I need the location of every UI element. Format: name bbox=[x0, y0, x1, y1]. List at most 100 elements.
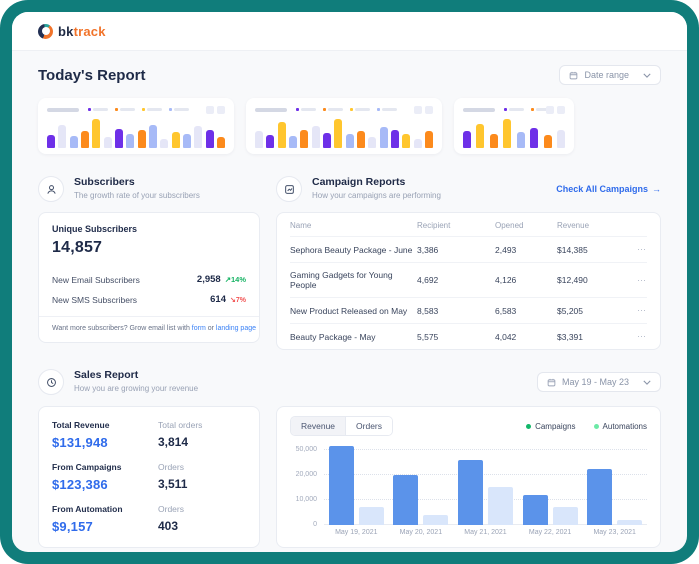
y-tick-label: 50,000 bbox=[295, 446, 317, 453]
chevron-down-icon bbox=[643, 380, 651, 385]
subscriber-row-values: 2,958 ↗14% bbox=[197, 274, 246, 285]
campaigns-bar bbox=[457, 460, 483, 525]
subscribers-card: Unique Subscribers 14,857 New Email Subs… bbox=[38, 212, 260, 343]
gridline bbox=[324, 474, 647, 475]
legend-dot-icon bbox=[142, 108, 145, 111]
campaign-opened: 2,493 bbox=[495, 244, 517, 255]
mini-bars bbox=[463, 118, 565, 148]
column-header-opened: Opened bbox=[495, 221, 524, 230]
chart-legend: Campaigns Automations bbox=[526, 422, 647, 431]
y-tick-label: 20,000 bbox=[295, 471, 317, 478]
bar-group bbox=[522, 495, 578, 525]
sales-date-range-select[interactable]: May 19 - May 23 bbox=[536, 372, 661, 392]
campaign-name: New Product Released on May bbox=[290, 305, 408, 316]
arrow-right-icon: → bbox=[652, 184, 661, 194]
stat-group: Total Revenue Total orders $131,948 3,81… bbox=[52, 420, 246, 450]
landing-page-link[interactable]: landing page bbox=[215, 325, 256, 332]
row-more-button[interactable]: ⋯ bbox=[637, 305, 647, 315]
mini-legend bbox=[88, 108, 206, 111]
form-link[interactable]: form bbox=[191, 325, 206, 332]
y-tick-label: 0 bbox=[313, 521, 317, 528]
stat-revenue-value: $131,948 bbox=[52, 435, 108, 450]
campaigns-subtitle: How your campaigns are performing bbox=[312, 191, 441, 200]
tab-revenue[interactable]: Revenue bbox=[291, 417, 346, 435]
brand-logo-icon bbox=[38, 23, 53, 39]
row-more-button[interactable]: ⋯ bbox=[637, 244, 647, 254]
campaigns-table: Name Recipient Opened Revenue Sephora Be… bbox=[276, 212, 661, 350]
subscriber-row: New SMS Subscribers 614 ↘7% bbox=[52, 294, 246, 305]
x-tick-label: May 21, 2021 bbox=[464, 529, 507, 536]
divider bbox=[39, 316, 259, 317]
mini-chart-bar bbox=[266, 135, 275, 148]
mini-next-button[interactable] bbox=[217, 105, 225, 114]
legend-label: Automations bbox=[602, 421, 647, 431]
x-tick-label: May 20, 2021 bbox=[399, 529, 443, 536]
mini-chart-bar bbox=[58, 125, 67, 148]
stat-group: From Automation Orders $9,157 403 bbox=[52, 504, 246, 534]
stat-revenue-label: Total Revenue bbox=[52, 420, 110, 430]
mini-chart-bar bbox=[476, 124, 485, 148]
mini-legend-item bbox=[142, 108, 162, 111]
mini-legend-item bbox=[350, 108, 370, 111]
sales-date-range-value: May 19 - May 23 bbox=[561, 377, 629, 387]
row-more-button[interactable]: ⋯ bbox=[637, 331, 647, 341]
subscriber-row-label: New Email Subscribers bbox=[52, 274, 140, 285]
x-tick-label: May 23, 2021 bbox=[593, 529, 636, 536]
mini-next-button[interactable] bbox=[557, 105, 565, 114]
tab-orders[interactable]: Orders bbox=[345, 417, 393, 435]
subscribers-header: Subscribers The growth rate of your subs… bbox=[38, 176, 260, 202]
mini-legend-item bbox=[115, 108, 135, 111]
legend-item-automations[interactable]: Automations bbox=[593, 421, 647, 431]
mini-chart-bar bbox=[322, 133, 331, 148]
sales-header: Sales Report How you are growing your re… bbox=[38, 369, 661, 395]
legend-dot-icon bbox=[377, 108, 380, 111]
check-all-campaigns-link[interactable]: Check All Campaigns → bbox=[556, 184, 661, 194]
bars-layer bbox=[324, 443, 647, 525]
stat-orders-value: 3,511 bbox=[158, 477, 188, 491]
campaign-recipient: 8,583 bbox=[417, 305, 439, 316]
report-icon bbox=[276, 176, 302, 202]
trend-up-icon: ↗ bbox=[224, 275, 231, 284]
legend-label-placeholder bbox=[120, 108, 135, 111]
mini-chart-bar bbox=[255, 131, 263, 148]
campaign-name: Gaming Gadgets for Young People bbox=[290, 270, 393, 290]
mini-chart-bar bbox=[194, 126, 203, 148]
chart-toolbar: Revenue Orders Campaigns Automations bbox=[290, 416, 647, 436]
unique-subscribers-label: Unique Subscribers bbox=[52, 224, 138, 234]
gridline bbox=[324, 524, 647, 525]
legend-label-placeholder bbox=[536, 108, 546, 111]
chart-tabs: Revenue Orders bbox=[290, 416, 394, 436]
sales-chart-card: Revenue Orders Campaigns Automations bbox=[276, 406, 661, 548]
mini-nav bbox=[206, 105, 225, 114]
subscribers-subtitle: The growth rate of your subscribers bbox=[74, 191, 200, 200]
x-tick-label: May 22, 2021 bbox=[528, 529, 572, 536]
mini-chart-bar bbox=[288, 136, 297, 148]
mini-legend bbox=[296, 108, 414, 111]
mini-next-button[interactable] bbox=[425, 105, 433, 114]
mini-chart-bar bbox=[277, 122, 286, 148]
mini-chart-bar bbox=[148, 125, 157, 148]
mini-prev-button[interactable] bbox=[206, 105, 214, 114]
mini-prev-button[interactable] bbox=[546, 105, 554, 114]
mini-chart-bar bbox=[516, 132, 525, 148]
page-title: Today's Report bbox=[38, 66, 146, 84]
x-tick-label: May 19, 2021 bbox=[335, 529, 378, 536]
legend-item-campaigns[interactable]: Campaigns bbox=[526, 422, 576, 431]
mini-chart-bar bbox=[160, 139, 169, 148]
legend-label-placeholder bbox=[355, 108, 370, 111]
trend-up-badge: ↗14% bbox=[225, 275, 246, 284]
mini-prev-button[interactable] bbox=[414, 105, 422, 114]
mini-chart-bar bbox=[80, 131, 89, 148]
date-range-select[interactable]: Date range bbox=[559, 65, 661, 85]
table-row: Beauty Package - May 5,575 4,042 $3,391 … bbox=[290, 323, 647, 349]
stat-labels: From Campaigns Orders bbox=[52, 462, 246, 472]
person-icon bbox=[38, 176, 64, 202]
delta-value: 7% bbox=[235, 297, 246, 304]
row-more-button[interactable]: ⋯ bbox=[637, 274, 647, 285]
legend-dot-icon bbox=[526, 423, 532, 429]
stat-orders-value: 3,814 bbox=[158, 435, 189, 449]
clock-icon bbox=[38, 369, 64, 395]
bar-group bbox=[393, 475, 449, 525]
campaign-opened: 6,583 bbox=[495, 305, 517, 316]
